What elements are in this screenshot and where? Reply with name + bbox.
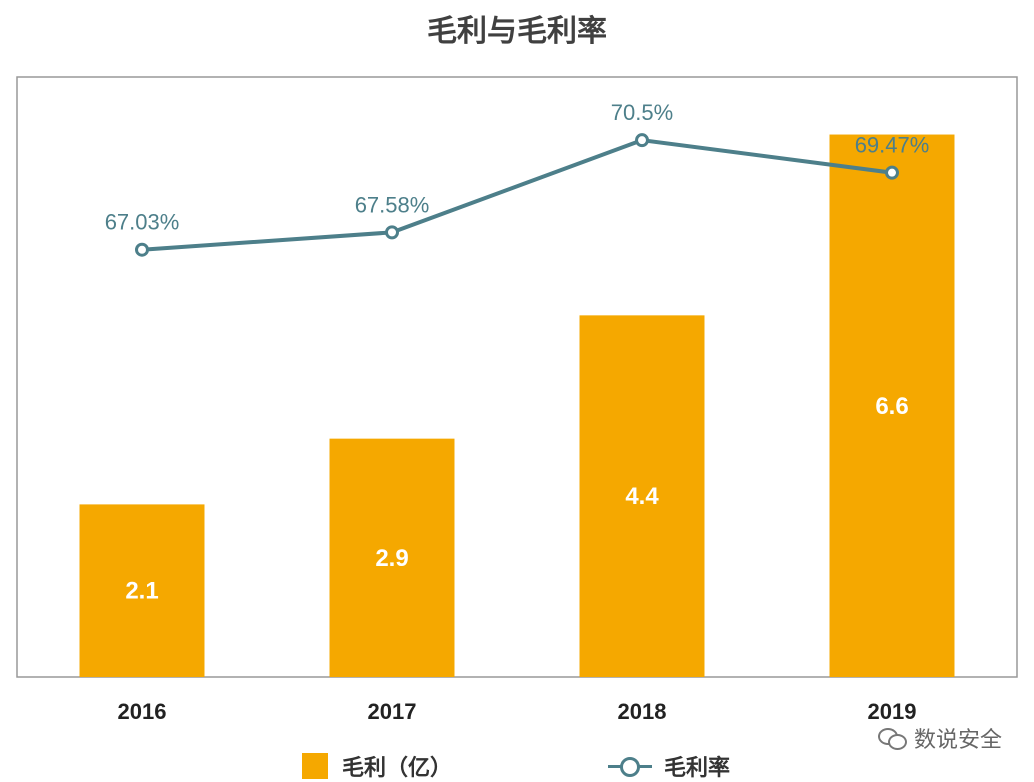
legend-item-bar: 毛利（亿）	[302, 750, 452, 782]
x-tick-2016: 2016	[118, 699, 167, 724]
legend-line-marker	[608, 753, 652, 779]
bar-value-label-2019: 6.6	[875, 393, 908, 420]
bar-2016	[79, 504, 205, 677]
line-value-label-2016: 67.03%	[105, 210, 180, 235]
bar-value-label-2016: 2.1	[125, 578, 158, 605]
line-value-label-2019: 69.47%	[855, 133, 930, 158]
legend: 毛利（亿） 毛利率	[0, 746, 1034, 782]
plot-frame	[16, 76, 1018, 678]
bar-value-label-2018: 4.4	[625, 483, 659, 510]
x-tick-2017: 2017	[368, 699, 417, 724]
line-value-label-2017: 67.58%	[355, 192, 430, 217]
bar-2018	[579, 315, 705, 677]
watermark: 数说安全	[877, 722, 1002, 754]
legend-line-label: 毛利率	[664, 756, 731, 781]
line-point-2018	[635, 133, 649, 148]
wechat-icon	[877, 726, 908, 750]
bar-2019	[829, 134, 955, 677]
line-point-2019	[885, 165, 899, 180]
watermark-text: 数说安全	[913, 728, 1002, 753]
x-axis-ticks: 2016 2017 2018 2019	[118, 699, 917, 724]
line-point-2017	[385, 225, 399, 240]
bar-2017	[329, 438, 455, 677]
legend-bar-swatch	[302, 753, 328, 779]
gross-margin-line	[141, 138, 893, 252]
chart-title: 毛利与毛利率	[427, 14, 607, 49]
x-tick-2019: 2019	[868, 699, 917, 724]
legend-bar-label: 毛利（亿）	[342, 756, 453, 781]
line-point-2016	[135, 242, 149, 257]
line-series: 67.03% 67.58% 70.5% 69.47%	[105, 100, 930, 257]
x-tick-2018: 2018	[618, 699, 667, 724]
line-value-label-2018: 70.5%	[611, 100, 673, 125]
legend-item-line: 毛利率	[608, 750, 730, 782]
bar-series: 2.1 2.9 4.4 6.6	[79, 134, 955, 677]
bar-value-label-2017: 2.9	[375, 545, 408, 572]
